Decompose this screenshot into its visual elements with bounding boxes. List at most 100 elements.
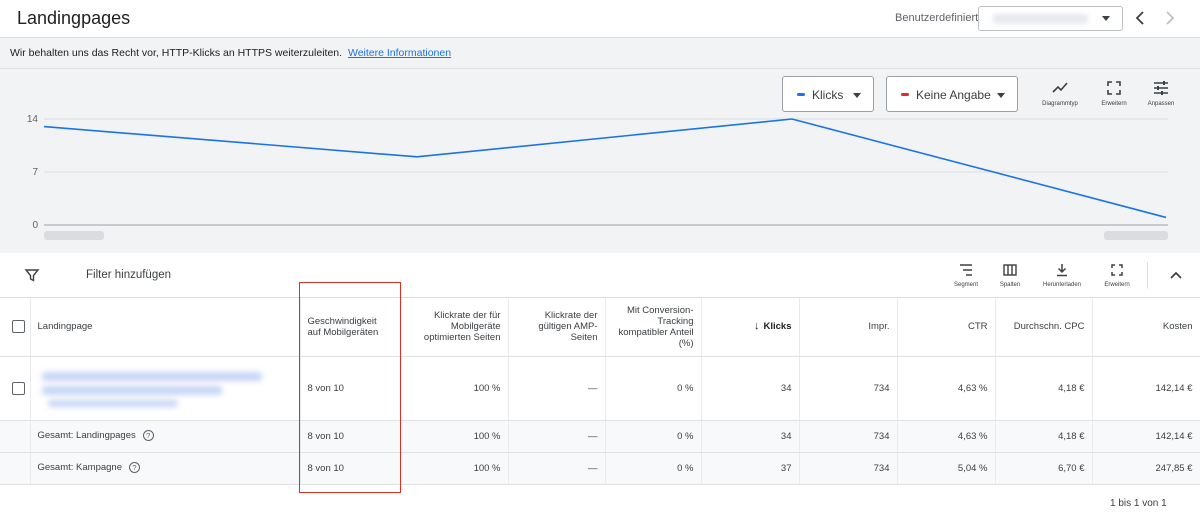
chart-area: 14 7 0 Klicks Keine Angabe Diagrammtyp Erw… — [0, 69, 1200, 253]
sort-descending-icon: ↓ — [754, 320, 760, 333]
col-impressions[interactable]: Impr. — [799, 298, 898, 357]
metric-label: Klicks — [812, 88, 844, 102]
chart-adjust-button[interactable]: Anpassen — [1133, 79, 1189, 115]
cell-speed: 8 von 10 — [300, 420, 401, 453]
total-row-landingpages: Gesamt: Landingpages? 8 von 10 100 % — 0… — [0, 420, 1200, 453]
table-expand-button[interactable]: Erweitern — [1091, 262, 1143, 288]
col-landingpage[interactable]: Landingpage — [30, 298, 301, 357]
y-tick-label: 7 — [32, 167, 38, 178]
cell-clicks: 34 — [701, 420, 800, 453]
cell-impr: 734 — [799, 356, 898, 421]
segment-icon — [960, 264, 972, 276]
select-all-cell — [0, 298, 31, 357]
next-period-button[interactable] — [1163, 9, 1177, 27]
landingpages-table: Landingpage Geschwindigkeit auf Mobilger… — [0, 298, 1200, 485]
row-checkbox[interactable] — [12, 381, 25, 395]
table-toolbar: Filter hinzufügen Segment Spalten Herunt… — [0, 253, 1200, 298]
metric-selector-none[interactable]: Keine Angabe — [886, 76, 1018, 112]
chevron-up-icon[interactable] — [1168, 267, 1184, 283]
cell-mobile-ctr: 100 % — [400, 356, 509, 421]
total-label: Gesamt: Landingpages — [37, 430, 136, 442]
cell-impr: 734 — [799, 420, 898, 453]
col-ctr[interactable]: CTR — [897, 298, 996, 357]
daterange-select[interactable] — [978, 6, 1123, 31]
row-select-cell — [0, 356, 31, 421]
cell-conv: 0 % — [605, 420, 702, 453]
columns-label: Spalten — [999, 282, 1021, 288]
fullscreen-icon — [1111, 264, 1123, 276]
cell-cost: 142,14 € — [1092, 420, 1200, 453]
cell-amp-ctr: — — [508, 452, 606, 485]
cell-ctr: 4,63 % — [897, 356, 996, 421]
cell-cpc: 4,18 € — [995, 420, 1093, 453]
total-row-campaign: Gesamt: Kampagne? 8 von 10 100 % — 0 % 3… — [0, 452, 1200, 485]
col-amp-ctr[interactable]: Klickrate der gültigen AMP-Seiten — [508, 298, 606, 357]
cell-cost: 142,14 € — [1092, 356, 1200, 421]
chart-type-label: Diagrammtyp — [1042, 101, 1078, 107]
cell-mobile-ctr: 100 % — [400, 420, 509, 453]
previous-period-button[interactable] — [1133, 9, 1147, 27]
total-label-cell: Gesamt: Landingpages? — [30, 420, 301, 453]
add-filter-button[interactable]: Filter hinzufügen — [86, 269, 172, 281]
metric-color-indicator — [797, 93, 805, 96]
total-label-cell: Gesamt: Kampagne? — [30, 452, 301, 485]
table-header-row: Landingpage Geschwindigkeit auf Mobilger… — [0, 298, 1200, 357]
chevron-left-icon — [1135, 11, 1144, 25]
col-mobile-speed[interactable]: Geschwindigkeit auf Mobilgeräten — [300, 298, 401, 357]
columns-button[interactable]: Spalten — [984, 262, 1036, 288]
landingpage-url-cell[interactable] — [30, 356, 301, 421]
y-tick-label: 0 — [32, 220, 38, 231]
chevron-down-icon — [1102, 16, 1110, 21]
cell-cpc: 4,18 € — [995, 356, 1093, 421]
y-tick-label: 14 — [27, 114, 39, 125]
metric-label: Keine Angabe — [916, 88, 991, 102]
line-chart-icon — [1052, 82, 1068, 93]
total-label: Gesamt: Kampagne — [37, 462, 123, 474]
performance-chart: 14 7 0 — [27, 114, 1168, 240]
landingpage-url-blurred[interactable] — [38, 366, 268, 410]
cell-speed: 8 von 10 — [300, 452, 401, 485]
download-label: Herunterladen — [1042, 282, 1082, 288]
cell-ctr: 4,63 % — [897, 420, 996, 453]
columns-icon — [1003, 264, 1017, 276]
cell-ctr: 5,04 % — [897, 452, 996, 485]
cell-cost: 247,85 € — [1092, 452, 1200, 485]
filter-icon[interactable] — [24, 267, 40, 283]
select-all-checkbox[interactable] — [12, 320, 25, 334]
chart-expand-label: Erweitern — [1101, 101, 1127, 107]
segment-button[interactable]: Segment — [940, 262, 992, 288]
help-icon[interactable]: ? — [129, 462, 140, 474]
col-conversion-tracking[interactable]: Mit Conversion-Tracking kompatibler Ante… — [605, 298, 702, 357]
chart-adjust-label: Anpassen — [1147, 101, 1175, 107]
cell-amp-ctr: — — [508, 420, 606, 453]
metric-color-indicator — [901, 93, 909, 96]
segment-label: Segment — [953, 282, 978, 288]
x-tick-label-blurred — [44, 231, 104, 240]
chevron-right-icon — [1166, 11, 1175, 25]
https-notice: Wir behalten uns das Recht vor, HTTP-Kli… — [0, 38, 1200, 69]
tune-icon — [1154, 81, 1168, 95]
chart-type-button[interactable]: Diagrammtyp — [1032, 79, 1088, 115]
col-clicks-label: Klicks — [763, 321, 792, 333]
download-button[interactable]: Herunterladen — [1036, 262, 1088, 288]
help-icon[interactable]: ? — [142, 430, 154, 442]
download-icon — [1057, 264, 1067, 277]
pagination-info: 1 bis 1 von 1 — [1110, 498, 1167, 509]
col-cost[interactable]: Kosten — [1092, 298, 1200, 357]
notice-text: Wir behalten uns das Recht vor, HTTP-Kli… — [10, 47, 343, 59]
daterange-value-blurred — [993, 14, 1088, 24]
table-expand-label: Erweitern — [1104, 282, 1130, 288]
metric-selector-clicks[interactable]: Klicks — [782, 76, 874, 112]
chevron-down-icon — [853, 93, 861, 98]
col-mobile-ctr[interactable]: Klickrate der für Mobilgeräte optimierte… — [400, 298, 509, 357]
chart-expand-button[interactable]: Erweitern — [1086, 79, 1142, 115]
col-avg-cpc[interactable]: Durchschn. CPC — [995, 298, 1093, 357]
page-title: Landingpages — [17, 8, 131, 28]
learn-more-link[interactable]: Weitere Informationen — [347, 47, 452, 59]
page-header: Landingpages Benutzerdefiniert — [0, 0, 1200, 38]
daterange-label: Benutzerdefiniert — [895, 12, 979, 24]
cell-mobile-ctr: 100 % — [400, 452, 509, 485]
cell-cpc: 6,70 € — [995, 452, 1093, 485]
col-clicks[interactable]: ↓ Klicks — [701, 298, 800, 357]
fullscreen-icon — [1107, 81, 1121, 95]
